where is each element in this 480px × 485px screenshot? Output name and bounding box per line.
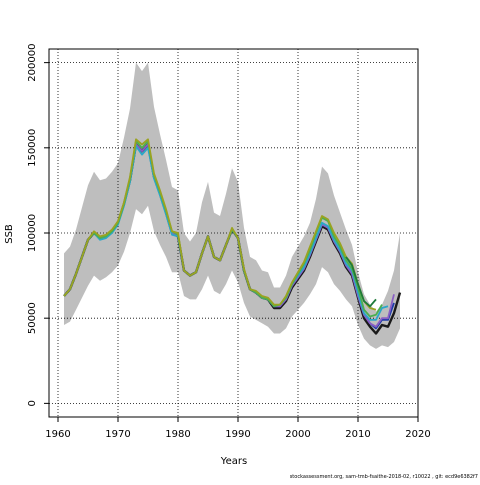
x-tick-label: 1960 xyxy=(45,429,70,440)
x-tick-label: 1980 xyxy=(165,429,190,440)
y-tick-label: 50000 xyxy=(27,302,38,334)
x-tick-label: 1990 xyxy=(225,429,250,440)
x-axis-title: Years xyxy=(220,456,247,467)
axis-layer: 1960 1970 1980 1990 2000 2010 2020 0 50000 100000… xyxy=(27,44,431,440)
confidence-band-layer xyxy=(64,62,400,349)
y-tick-label: 150000 xyxy=(27,129,38,167)
x-tick-label: 2000 xyxy=(285,429,310,440)
x-tick-label: 2010 xyxy=(345,429,370,440)
x-tick-label: 1970 xyxy=(105,429,130,440)
y-tick-label: 200000 xyxy=(27,44,38,82)
y-tick-label: 0 xyxy=(27,400,38,406)
series-line-7 xyxy=(345,256,377,308)
x-tick-label: 2020 xyxy=(405,429,430,440)
series-layer xyxy=(63,138,402,335)
series-line-6 xyxy=(63,138,377,311)
confidence-band xyxy=(64,62,400,349)
y-tick-label: 100000 xyxy=(27,214,38,252)
footnote: stockassessment.org, sam-tmb-fsaithe-201… xyxy=(290,474,478,480)
y-axis-title: SSB xyxy=(4,224,15,244)
